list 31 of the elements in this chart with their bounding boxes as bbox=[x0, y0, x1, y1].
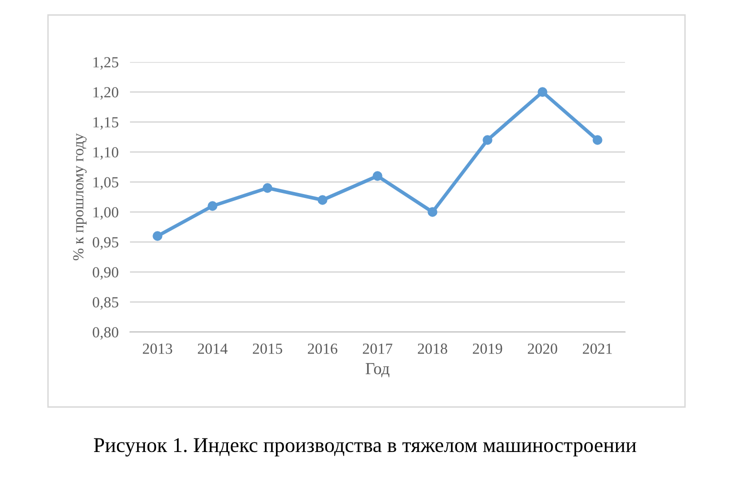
point bbox=[318, 195, 328, 205]
point bbox=[428, 207, 438, 217]
y-tick-label: 1,10 bbox=[93, 147, 118, 160]
x-tick-label: 2015 bbox=[252, 344, 282, 354]
point bbox=[592, 135, 602, 145]
point bbox=[262, 183, 272, 193]
x-tick-label: 2020 bbox=[528, 344, 558, 354]
x-tick-label: 2019 bbox=[472, 344, 502, 354]
x-axis-title: Год bbox=[366, 363, 390, 378]
point bbox=[538, 87, 548, 97]
y-tick-label: 0,80 bbox=[92, 327, 118, 340]
y-tick-label: 0,95 bbox=[92, 237, 118, 250]
x-tick-label: 2016 bbox=[308, 344, 338, 354]
point bbox=[482, 135, 492, 145]
y-axis-title: % к прошлому году bbox=[73, 133, 87, 260]
y-tick-label: 1,15 bbox=[93, 117, 118, 130]
y-tick-label: 1,20 bbox=[93, 87, 118, 100]
y-tick-label: 0,90 bbox=[92, 267, 118, 280]
point bbox=[372, 171, 382, 181]
y-tick-label: 0,85 bbox=[92, 297, 118, 310]
y-tick-label: 1,05 bbox=[93, 177, 118, 190]
x-tick-label: 2018 bbox=[418, 344, 448, 354]
y-tick-label: 1,00 bbox=[93, 207, 118, 220]
x-tick-label: 2013 bbox=[142, 344, 172, 354]
point bbox=[208, 201, 218, 211]
text: Рисунок 1. Индекс производства в тяжелом машиностроении bbox=[94, 438, 636, 456]
x-tick-label: 2017 bbox=[362, 344, 392, 354]
y-tick-label: 1,25 bbox=[93, 57, 118, 70]
x-tick-label: 2014 bbox=[198, 344, 228, 354]
x-tick-label: 2021 bbox=[582, 344, 612, 354]
point bbox=[152, 231, 162, 241]
